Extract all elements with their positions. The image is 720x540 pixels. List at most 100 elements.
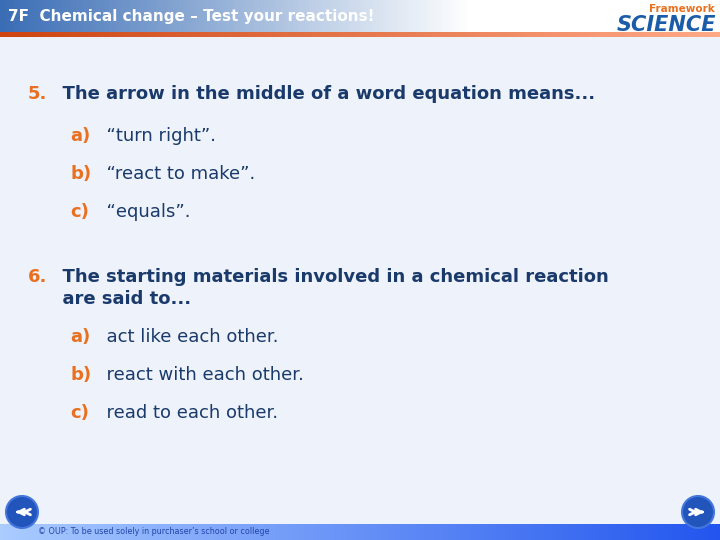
Bar <box>607 524 610 540</box>
Bar <box>641 0 643 32</box>
Bar <box>384 0 387 32</box>
Bar <box>497 524 499 540</box>
Bar <box>718 524 720 540</box>
Bar <box>415 524 418 540</box>
Bar <box>554 524 557 540</box>
Bar <box>235 0 238 32</box>
Bar <box>595 32 598 37</box>
Bar <box>624 32 626 37</box>
Bar <box>562 524 564 540</box>
Bar <box>382 32 384 37</box>
Bar <box>470 32 473 37</box>
Bar <box>665 0 667 32</box>
Bar <box>317 0 319 32</box>
Bar <box>377 32 379 37</box>
Bar <box>583 32 585 37</box>
Bar <box>142 32 144 37</box>
Bar <box>341 524 343 540</box>
Bar <box>243 32 245 37</box>
Bar <box>540 524 542 540</box>
Bar <box>163 524 166 540</box>
Bar <box>571 524 574 540</box>
Bar <box>31 32 34 37</box>
Bar <box>459 32 461 37</box>
Bar <box>29 32 31 37</box>
Bar <box>81 32 84 37</box>
Bar <box>19 524 22 540</box>
Bar <box>29 0 31 32</box>
Bar <box>396 0 398 32</box>
Bar <box>403 524 405 540</box>
Bar <box>204 524 207 540</box>
Bar <box>293 0 295 32</box>
Bar <box>516 0 518 32</box>
Bar <box>425 524 427 540</box>
Bar <box>689 0 691 32</box>
Bar <box>189 32 192 37</box>
Bar <box>264 0 266 32</box>
Bar <box>204 0 207 32</box>
Bar <box>703 524 706 540</box>
Bar <box>693 32 696 37</box>
Bar <box>557 0 559 32</box>
Bar <box>163 0 166 32</box>
Bar <box>398 524 401 540</box>
Bar <box>358 524 360 540</box>
Bar <box>643 0 646 32</box>
Bar <box>55 524 58 540</box>
Bar <box>341 32 343 37</box>
Bar <box>389 32 391 37</box>
Bar <box>43 524 45 540</box>
Bar <box>297 524 300 540</box>
Bar <box>113 32 115 37</box>
Bar <box>17 524 19 540</box>
Bar <box>218 0 221 32</box>
Bar <box>156 524 158 540</box>
Bar <box>199 524 202 540</box>
Bar <box>144 524 146 540</box>
Bar <box>245 524 247 540</box>
Bar <box>127 32 130 37</box>
Bar <box>557 32 559 37</box>
Bar <box>367 32 369 37</box>
Bar <box>187 32 189 37</box>
Bar <box>667 0 670 32</box>
Bar <box>379 0 382 32</box>
Bar <box>490 524 492 540</box>
Bar <box>333 32 336 37</box>
Bar <box>641 32 643 37</box>
Bar <box>655 524 657 540</box>
Bar <box>139 524 142 540</box>
Bar <box>578 0 581 32</box>
Bar <box>132 32 135 37</box>
Bar <box>603 0 605 32</box>
Bar <box>389 0 391 32</box>
Bar <box>451 524 454 540</box>
Bar <box>166 0 168 32</box>
Bar <box>581 0 583 32</box>
Bar <box>81 524 84 540</box>
Bar <box>545 524 547 540</box>
Bar <box>151 0 153 32</box>
Bar <box>655 32 657 37</box>
Bar <box>626 524 629 540</box>
Bar <box>101 0 103 32</box>
Bar <box>693 524 696 540</box>
Bar <box>324 0 326 32</box>
Bar <box>509 0 511 32</box>
Bar <box>648 0 650 32</box>
Bar <box>5 0 7 32</box>
Bar <box>631 32 634 37</box>
Bar <box>151 32 153 37</box>
Bar <box>341 0 343 32</box>
Bar <box>377 524 379 540</box>
Bar <box>161 524 163 540</box>
Bar <box>660 32 662 37</box>
Bar <box>542 32 545 37</box>
Bar <box>391 0 394 32</box>
Bar <box>283 32 286 37</box>
Bar <box>70 524 72 540</box>
Bar <box>504 32 506 37</box>
Bar <box>657 32 660 37</box>
Bar <box>338 0 341 32</box>
